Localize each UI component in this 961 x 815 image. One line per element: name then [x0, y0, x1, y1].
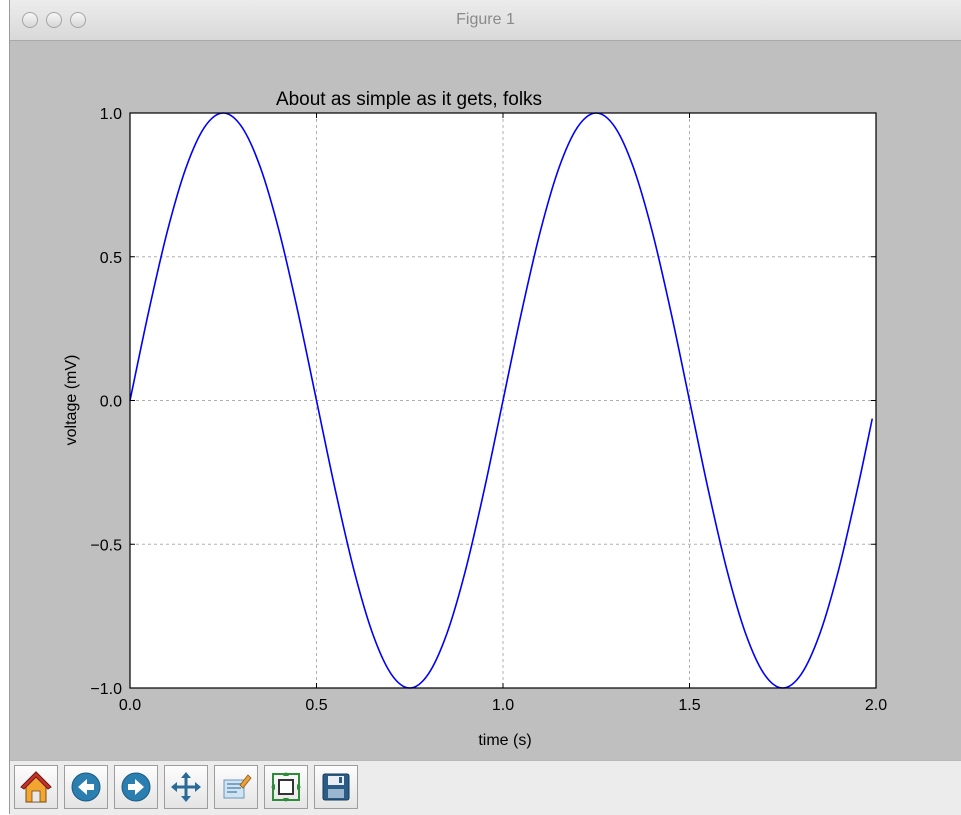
- home-button[interactable]: [14, 765, 58, 809]
- zoom-window-button[interactable]: [70, 12, 86, 28]
- back-button[interactable]: [64, 765, 108, 809]
- series-line: [129, 112, 874, 689]
- minimize-window-button[interactable]: [46, 12, 62, 28]
- plot-canvas: About as simple as it gets, folks 0.0 0.5…: [63, 89, 887, 749]
- x-tick-label: 2.0: [865, 697, 887, 714]
- figure-window: Figure 1 About as simple as it gets, fol…: [9, 0, 961, 815]
- configure-subplots-icon: [271, 772, 301, 802]
- navigation-toolbar: [10, 760, 961, 815]
- window-title: Figure 1: [456, 11, 515, 28]
- x-tick-label: 1.0: [492, 697, 514, 714]
- y-tick-label: 0.0: [100, 394, 122, 411]
- home-icon: [20, 771, 52, 803]
- forward-arrow-icon: [121, 772, 151, 802]
- zoom-to-rect-icon: [223, 774, 252, 799]
- forward-button[interactable]: [114, 765, 158, 809]
- save-button[interactable]: [314, 765, 358, 809]
- pan-move-icon: [171, 772, 201, 802]
- y-tick-label: −0.5: [90, 537, 122, 554]
- back-arrow-icon: [71, 772, 101, 802]
- y-tick-label: 0.5: [100, 250, 122, 267]
- figure-canvas: About as simple as it gets, folks 0.0 0.5…: [10, 41, 961, 760]
- x-tick-label: 0.0: [119, 697, 141, 714]
- chart-title: About as simple as it gets, folks: [276, 89, 542, 110]
- x-axis-label: time (s): [478, 732, 531, 749]
- close-window-button[interactable]: [22, 12, 38, 28]
- save-figure-icon: [322, 773, 350, 801]
- x-tick-label: 0.5: [305, 697, 327, 714]
- y-axis-label: voltage (mV): [63, 355, 80, 446]
- pan-button[interactable]: [164, 765, 208, 809]
- title-bar: Figure 1: [10, 0, 961, 41]
- zoom-to-rect-button[interactable]: [214, 765, 258, 809]
- axes-frame: [129, 112, 877, 689]
- x-tick-label: 1.5: [678, 697, 700, 714]
- configure-subplots-button[interactable]: [264, 765, 308, 809]
- y-tick-label: 1.0: [100, 106, 122, 123]
- y-tick-label: −1.0: [90, 681, 122, 698]
- tick-labels: 0.0 0.5 1.0 1.5 2.0 1.0 0.5 0.0 −0.5 −1.0: [90, 106, 887, 714]
